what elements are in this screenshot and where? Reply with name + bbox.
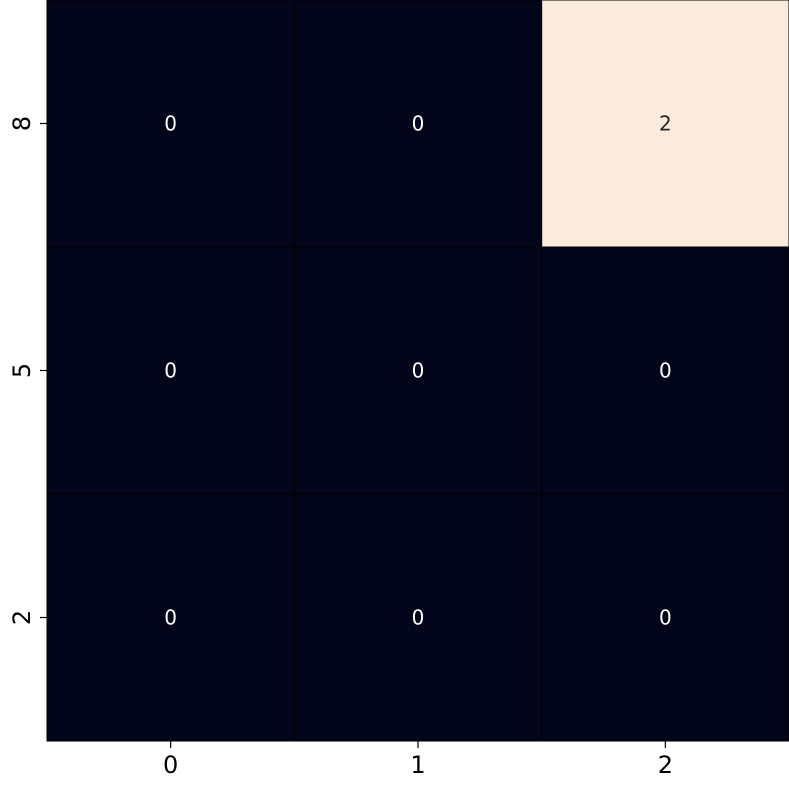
cell-value-label: 2	[659, 112, 672, 136]
y-tick-label: 5	[8, 363, 36, 378]
cell-value-label: 0	[659, 606, 672, 630]
heatmap-cell-r0-c1	[293, 0, 543, 248]
heatmap-cell-r2-c0	[46, 493, 295, 742]
cell-value-label: 0	[412, 606, 425, 630]
heatmap-cell-r2-c2	[541, 493, 789, 742]
heatmap-cell-r2-c1	[293, 493, 543, 742]
cell-value-label: 0	[164, 606, 177, 630]
y-tick-label: 8	[8, 116, 36, 131]
axes: 0 1 2 8 5 2	[8, 0, 789, 779]
y-tick-label: 2	[8, 610, 36, 625]
heatmap-cell-labels: 0 0 2 0 0 0 0 0 0	[164, 112, 671, 630]
heatmap-cell-r1-c0	[46, 246, 295, 495]
heatmap-cell-r1-c2	[541, 246, 789, 495]
heatmap-cell-r0-c2	[541, 0, 789, 248]
x-tick-label: 0	[163, 751, 178, 779]
cell-value-label: 0	[659, 359, 672, 383]
x-tick-label: 2	[658, 751, 673, 779]
heatmap-cells	[46, 0, 789, 742]
cell-value-label: 0	[164, 359, 177, 383]
heatmap-cell-r1-c1	[293, 246, 543, 495]
heatmap-cell-r0-c0	[46, 0, 295, 248]
cell-value-label: 0	[164, 112, 177, 136]
cell-value-label: 0	[412, 359, 425, 383]
x-tick-label: 1	[410, 751, 425, 779]
cell-value-label: 0	[412, 112, 425, 136]
